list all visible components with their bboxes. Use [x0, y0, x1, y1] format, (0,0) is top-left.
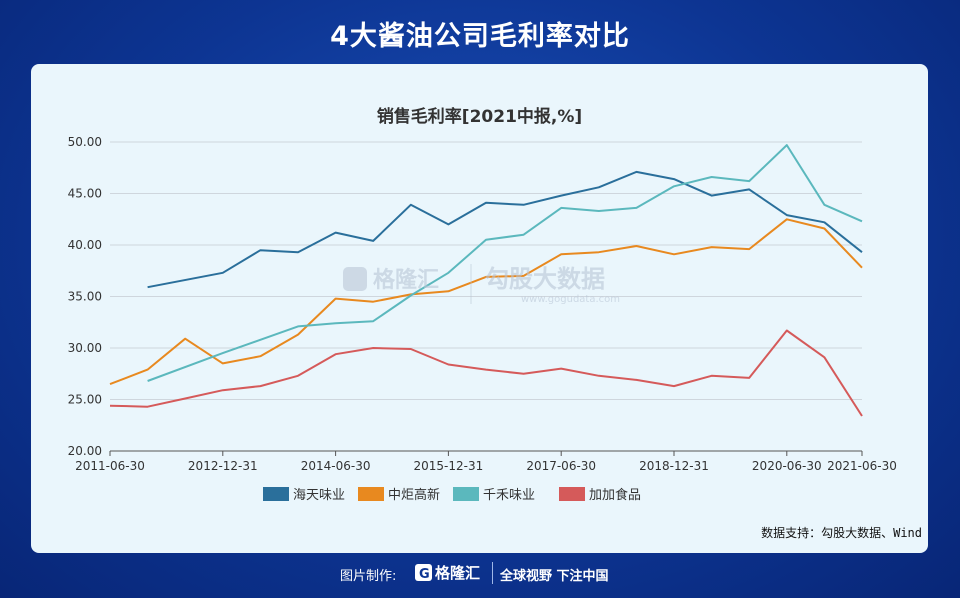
- chart-card: 销售毛利率[2021中报,%] 20.00 25.00 30.00 35.00 40.0…: [31, 64, 928, 553]
- y-tick-label: 30.00: [68, 341, 102, 355]
- series-line-1: [147, 170, 863, 289]
- x-tick-label: 2020-06-30: [752, 459, 822, 473]
- legend-item[interactable]: 海天味业: [263, 487, 345, 503]
- legend: 海天味业 中炬高新 千禾味业 加加食品: [263, 487, 641, 503]
- footer-label: 图片制作:: [340, 569, 397, 584]
- y-axis-ticks: 20.00 25.00 30.00 35.00 40.00 45.00 50.00: [68, 135, 102, 458]
- watermark: 格隆汇 勾股大数据 www.gogudata.com: [343, 264, 620, 305]
- page-title: 4大酱油公司毛利率对比: [330, 21, 630, 52]
- legend-item[interactable]: 千禾味业: [453, 487, 535, 503]
- x-axis: 2011-06-30 2012-12-31 2014-06-30 2015-12-31…: [75, 451, 897, 473]
- x-tick-label: 2014-06-30: [301, 459, 371, 473]
- x-tick-label: 2015-12-31: [414, 459, 484, 473]
- brand-name: 格隆汇: [435, 564, 480, 582]
- source-note: 数据支持：勾股大数据、Wind: [761, 526, 922, 540]
- series-line-3: [147, 144, 863, 382]
- grid-lines: [110, 141, 862, 452]
- legend-label: 加加食品: [589, 487, 641, 503]
- footer: 图片制作: G 格隆汇 全球视野 下注中国: [0, 562, 960, 585]
- legend-swatch: [559, 487, 585, 501]
- legend-label: 中炬高新: [388, 487, 440, 503]
- x-tick-label: 2012-12-31: [188, 459, 258, 473]
- brand-logo-icon: G 格隆汇: [415, 564, 480, 582]
- legend-item[interactable]: 中炬高新: [358, 487, 440, 503]
- y-tick-label: 45.00: [68, 187, 102, 201]
- legend-swatch: [263, 487, 289, 501]
- y-tick-label: 20.00: [68, 444, 102, 458]
- legend-swatch: [453, 487, 479, 501]
- watermark-logo-icon: [343, 267, 367, 291]
- legend-item[interactable]: 加加食品: [559, 487, 641, 503]
- series-lines: [109, 144, 863, 417]
- y-tick-label: 35.00: [68, 290, 102, 304]
- legend-label: 千禾味业: [483, 488, 535, 503]
- series-line-2: [109, 218, 863, 386]
- chart-title: 销售毛利率[2021中报,%]: [376, 107, 583, 127]
- series-line-4: [109, 329, 863, 417]
- x-tick-label: 2021-06-30: [827, 459, 897, 473]
- y-tick-label: 25.00: [68, 393, 102, 407]
- legend-label: 海天味业: [293, 488, 345, 503]
- legend-swatch: [358, 487, 384, 501]
- x-tick-label: 2018-12-31: [639, 459, 709, 473]
- line-chart: 20.00 25.00 30.00 35.00 40.00 45.00 50.00 2011…: [68, 135, 897, 503]
- x-tick-label: 2011-06-30: [75, 459, 145, 473]
- watermark-right: 勾股大数据: [485, 265, 605, 293]
- watermark-left: 格隆汇: [373, 267, 439, 293]
- svg-text:G: G: [419, 567, 430, 582]
- footer-slogan: 全球视野 下注中国: [500, 569, 609, 584]
- y-tick-label: 50.00: [68, 135, 102, 149]
- footer-divider: [492, 562, 493, 584]
- watermark-url: www.gogudata.com: [521, 294, 620, 305]
- y-tick-label: 40.00: [68, 238, 102, 252]
- x-tick-label: 2017-06-30: [526, 459, 596, 473]
